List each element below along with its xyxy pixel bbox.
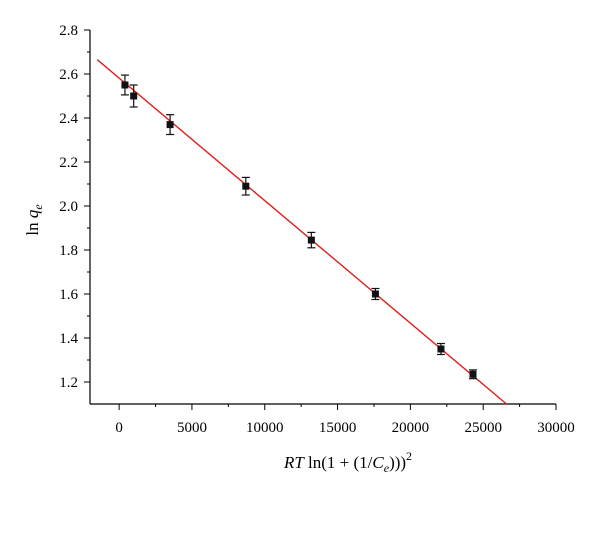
y-tick-label: 1.6 (59, 287, 78, 303)
data-point (166, 114, 175, 136)
x-axis-ticks: 0 5000 10000 15000 20000 25000 30000 (115, 404, 575, 436)
point-marker (371, 290, 379, 298)
y-tick-label: 2.2 (59, 155, 78, 171)
x-tick-label: 10000 (246, 420, 284, 436)
y-tick-label: 2.8 (59, 23, 78, 39)
point-marker (469, 370, 477, 378)
x-tick-label: 25000 (464, 420, 502, 436)
data-point (371, 287, 380, 301)
y-tick-label: 1.8 (59, 243, 78, 259)
x-tick-label: 20000 (392, 420, 430, 436)
x-tick-label: 0 (115, 420, 123, 436)
x-axis-title: RT ln(1 + (1/Ce)))2 (283, 449, 412, 475)
y-tick-label: 1.4 (59, 331, 78, 347)
data-point (120, 74, 129, 96)
point-marker (307, 236, 315, 244)
data-point (129, 84, 138, 108)
y-tick-label: 2.0 (59, 199, 78, 215)
axes (89, 30, 556, 405)
y-axis-title: ln qe (23, 204, 45, 236)
data-point (241, 176, 250, 196)
point-marker (121, 81, 129, 89)
x-tick-label: 30000 (537, 420, 575, 436)
point-marker (166, 121, 174, 129)
data-point (436, 342, 445, 356)
fit-line-group (96, 59, 507, 405)
fit-line (96, 59, 507, 405)
data-point (307, 231, 316, 249)
data-point (468, 369, 477, 380)
point-marker (437, 345, 445, 353)
y-tick-label: 2.4 (59, 111, 78, 127)
y-tick-label: 1.2 (59, 375, 78, 391)
point-marker (242, 182, 250, 190)
y-axis-ticks: 1.2 1.4 1.6 1.8 2.0 2.2 2.4 2.6 2.8 (59, 23, 90, 391)
x-tick-label: 5000 (177, 420, 207, 436)
point-marker (130, 92, 138, 100)
data-points (120, 74, 477, 380)
x-tick-label: 15000 (319, 420, 357, 436)
y-tick-label: 2.6 (59, 67, 78, 83)
